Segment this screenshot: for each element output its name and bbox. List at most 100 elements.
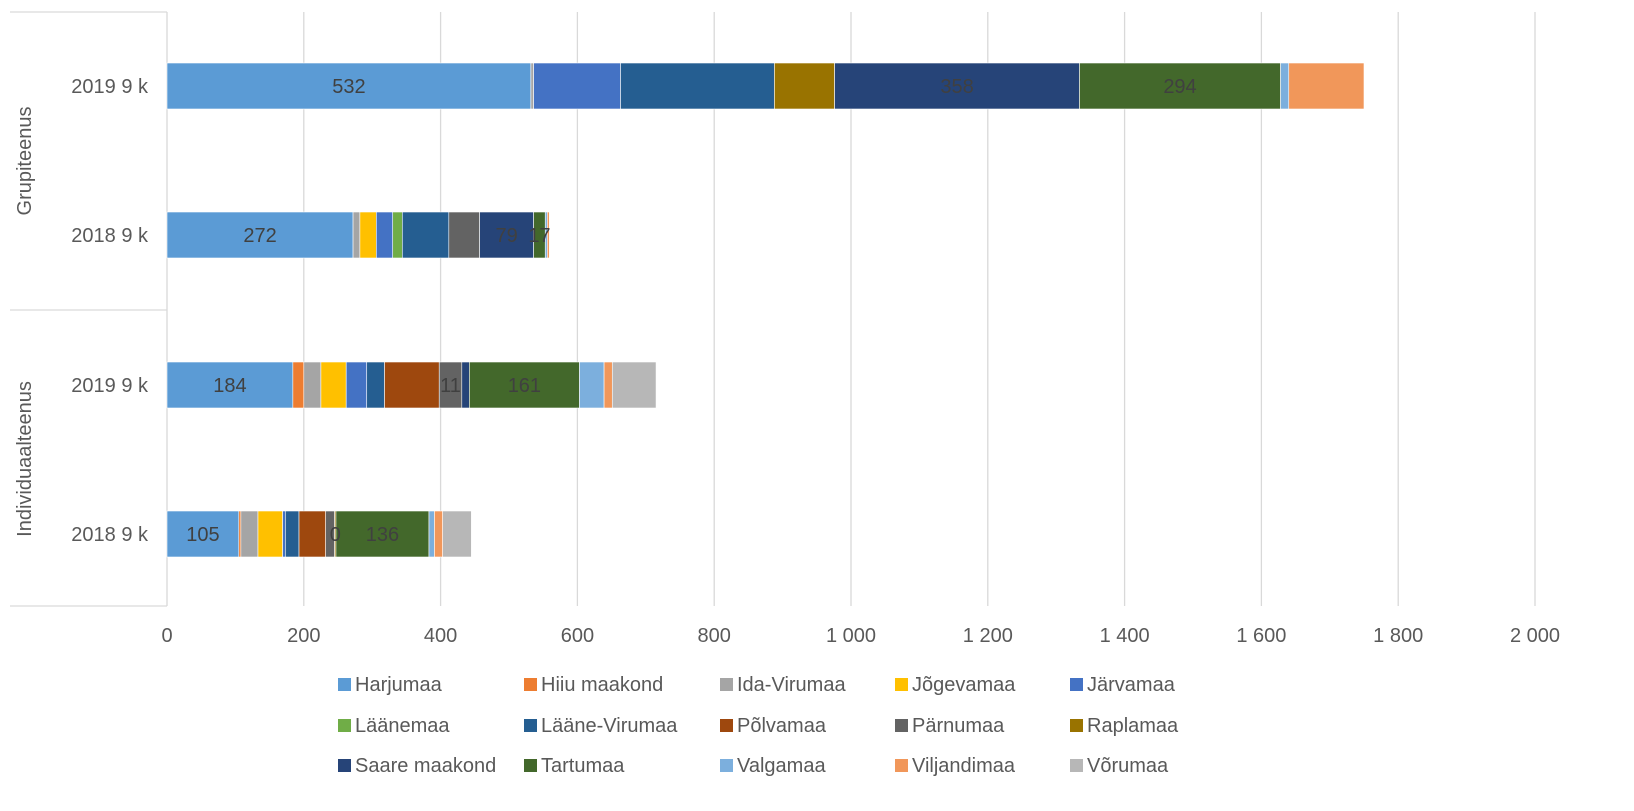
bar-segment: [1288, 62, 1365, 110]
legend-label: Võrumaa: [1087, 755, 1169, 777]
bar-segment: [303, 361, 322, 409]
bar-segment: [461, 361, 470, 409]
data-label: 79: [495, 225, 517, 247]
legend-swatch: [524, 759, 537, 772]
x-tick-label: 2 000: [1510, 625, 1560, 647]
bar-segment: [166, 62, 532, 110]
data-label: 11: [440, 375, 461, 397]
legend-swatch: [1070, 678, 1083, 691]
legend-label: Jõgevamaa: [912, 674, 1016, 696]
bar-segment: [285, 510, 300, 558]
data-label: 532: [332, 76, 365, 98]
data-label: 136: [366, 524, 399, 546]
legend-swatch: [524, 678, 537, 691]
x-tick-label: 1 400: [1100, 625, 1150, 647]
legend-label: Pärnumaa: [912, 715, 1005, 737]
bar-segment: [292, 361, 305, 409]
data-label: 184: [213, 375, 246, 397]
legend-swatch: [895, 719, 908, 732]
bar-segment: [366, 361, 385, 409]
bar-segment: [392, 211, 403, 259]
bars: [166, 62, 1365, 558]
bar-segment: [384, 361, 440, 409]
legend-label: Läänemaa: [355, 715, 450, 737]
data-label: 294: [1163, 76, 1196, 98]
x-tick-label: 1 200: [963, 625, 1013, 647]
bar-segment: [1079, 62, 1281, 110]
legend-label: Tartumaa: [541, 755, 625, 777]
bar-segment: [166, 211, 354, 259]
legend-swatch: [1070, 719, 1083, 732]
legend-swatch: [338, 719, 351, 732]
legend-label: Raplamaa: [1087, 715, 1179, 737]
category-label: 2019 9 k: [71, 76, 149, 98]
bar-segment: [166, 510, 240, 558]
bar-segment: [603, 361, 613, 409]
legend-label: Põlvamaa: [737, 715, 827, 737]
bar-segment: [530, 62, 534, 110]
legend-label: Harjumaa: [355, 674, 443, 696]
bar-segment: [166, 361, 294, 409]
bar-segment: [238, 510, 242, 558]
x-tick-label: 200: [287, 625, 320, 647]
bar-segment: [335, 510, 430, 558]
bar-segment: [533, 62, 621, 110]
bar-segment: [479, 211, 534, 259]
bar-segment: [774, 62, 835, 110]
legend-swatch: [895, 678, 908, 691]
legend-label: Järvamaa: [1087, 674, 1176, 696]
bar-segment: [448, 211, 480, 259]
legend-swatch: [720, 719, 733, 732]
legend-swatch: [720, 678, 733, 691]
legend-label: Viljandimaa: [912, 755, 1016, 777]
x-tick-label: 1 600: [1236, 625, 1286, 647]
x-tick-label: 800: [698, 625, 731, 647]
legend: Harjumaa Hiiu maakond Ida-Virumaa Jõgevamaa…: [338, 674, 1179, 777]
data-label: 0: [330, 524, 341, 546]
bar-segment: [547, 211, 550, 259]
legend-swatch: [720, 759, 733, 772]
category-label: 2018 9 k: [71, 225, 149, 247]
bar-segment: [434, 510, 443, 558]
legend-swatch: [338, 759, 351, 772]
bar-segment: [620, 62, 775, 110]
group-label: Grupiteenus: [14, 107, 36, 216]
bar-segment: [376, 211, 394, 259]
data-label: 272: [243, 225, 276, 247]
legend-swatch: [1070, 759, 1083, 772]
data-labels: 532 358 294 272 79 17 184 11 161 105 0 136: [186, 76, 1196, 546]
bar-segment: [401, 211, 450, 259]
bar-segment: [352, 211, 361, 259]
data-label: 105: [186, 524, 219, 546]
bar-segment: [282, 510, 286, 558]
bar-segment: [428, 510, 435, 558]
legend-label: Lääne-Virumaa: [541, 715, 678, 737]
legend-label: Valgamaa: [737, 755, 826, 777]
bar-segment: [469, 361, 580, 409]
bar-segment: [579, 361, 605, 409]
bar-segment: [442, 510, 472, 558]
bar-segment: [298, 510, 326, 558]
bar-segment: [240, 510, 259, 558]
legend-label: Hiiu maakond: [541, 674, 663, 696]
group-label: Individuaalteenus: [14, 381, 36, 537]
legend-label: Saare maakond: [355, 755, 496, 777]
x-tick-label: 1 800: [1373, 625, 1423, 647]
x-tick-label: 600: [561, 625, 594, 647]
x-tick-label: 0: [161, 625, 172, 647]
bar-segment: [611, 361, 657, 409]
legend-swatch: [338, 678, 351, 691]
bar-segment: [834, 62, 1080, 110]
category-label: 2018 9 k: [71, 524, 149, 546]
x-tick-label: 400: [424, 625, 457, 647]
legend-swatch: [895, 759, 908, 772]
bar-segment: [257, 510, 283, 558]
data-label: 161: [508, 375, 541, 397]
data-label: 358: [940, 76, 973, 98]
axes: 0 200 400 600 800 1 000 1 200 1 400 1 600 1 800 2 …: [10, 11, 1560, 647]
x-tick-label: 1 000: [826, 625, 876, 647]
category-label: 2019 9 k: [71, 375, 149, 397]
legend-label: Ida-Virumaa: [737, 674, 846, 696]
